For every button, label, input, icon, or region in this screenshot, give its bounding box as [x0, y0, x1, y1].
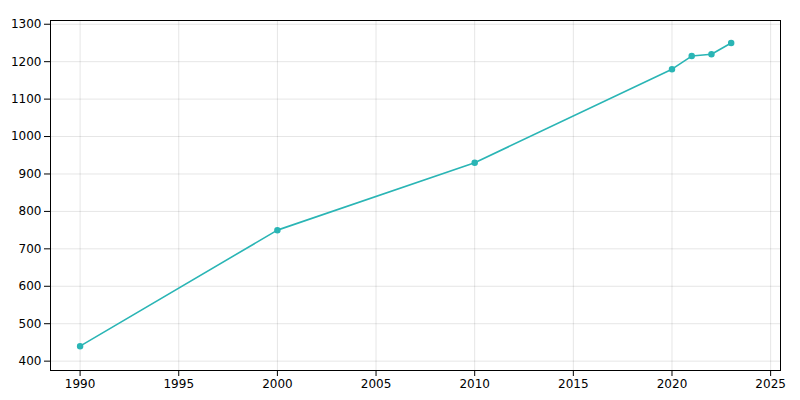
svg-text:400: 400 — [19, 354, 42, 368]
svg-text:1200: 1200 — [11, 55, 42, 69]
svg-text:600: 600 — [19, 279, 42, 293]
svg-text:1990: 1990 — [65, 377, 96, 391]
svg-text:700: 700 — [19, 242, 42, 256]
svg-text:1100: 1100 — [11, 92, 42, 106]
svg-text:1995: 1995 — [163, 377, 194, 391]
svg-text:800: 800 — [19, 204, 42, 218]
svg-text:2020: 2020 — [657, 377, 688, 391]
svg-text:2015: 2015 — [558, 377, 589, 391]
svg-text:1000: 1000 — [11, 129, 42, 143]
svg-text:2010: 2010 — [459, 377, 490, 391]
svg-text:500: 500 — [19, 317, 42, 331]
svg-text:2005: 2005 — [361, 377, 392, 391]
svg-text:2025: 2025 — [755, 377, 786, 391]
svg-text:2000: 2000 — [262, 377, 293, 391]
svg-text:900: 900 — [19, 167, 42, 181]
svg-text:1300: 1300 — [11, 17, 42, 31]
